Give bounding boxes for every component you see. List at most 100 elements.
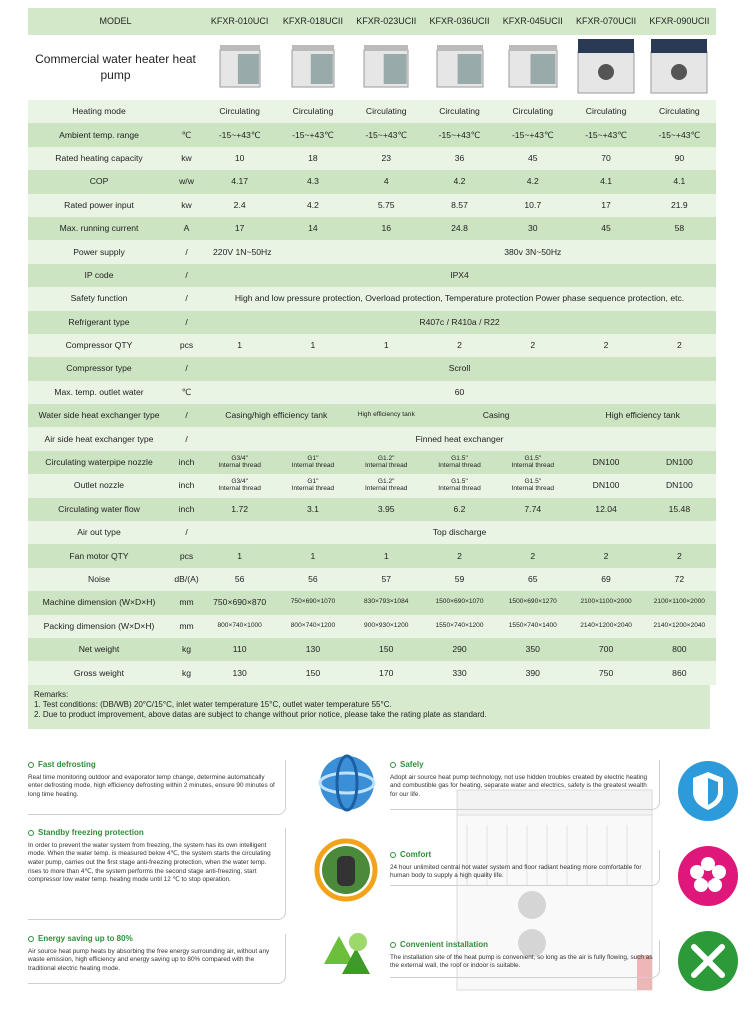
product-photo	[650, 39, 708, 94]
spec-cell: 2140×1200×2040	[569, 614, 643, 638]
spec-cell: -15~+43℃	[422, 123, 497, 147]
spec-cell: -15~+43℃	[642, 123, 716, 147]
row-label: Refrigerant type	[28, 310, 170, 334]
row-label: Packing dimension (W×D×H)	[28, 614, 170, 638]
spec-row: Machine dimension (W×D×H) mm 750×690×870 75…	[28, 591, 716, 615]
row-label: COP	[28, 170, 170, 194]
spec-row: Circulating water flow inch 1.72 3.1 3.95 6.2…	[28, 497, 716, 522]
spec-cell: 57	[349, 567, 423, 592]
spec-row: Water side heat exchanger type / Casing/hi…	[28, 404, 716, 428]
product-photo-cell	[422, 35, 497, 100]
spec-cell: 36	[422, 146, 497, 171]
spec-cell: 4.3	[276, 170, 350, 194]
remark: 1. Test conditions: (DB/WB) 20°C/15°C, i…	[34, 700, 392, 709]
spec-cell: Circulating	[349, 100, 423, 124]
spec-cell: 4.1	[642, 170, 716, 194]
spec-cell: G1" Internal thread	[276, 450, 350, 475]
row-unit: /	[170, 310, 204, 334]
row-unit: /	[170, 240, 204, 264]
row-unit: pcs	[170, 544, 204, 568]
feature-title: Fast defrosting	[28, 760, 279, 771]
spec-cell: 12.04	[569, 497, 643, 522]
spec-row: Gross weight kg 130 150 170 330 390 750 860	[28, 661, 716, 685]
row-unit	[170, 100, 204, 124]
product-photo-cell	[349, 35, 423, 100]
spec-cell: 1	[276, 544, 350, 568]
spec-cell: DN100	[642, 474, 716, 498]
model-name: KFXR-070UCII	[569, 8, 643, 35]
spec-row: Fan motor QTY pcs 1 1 1 2 2 2 2	[28, 544, 716, 568]
recycle-icon	[324, 933, 370, 974]
spec-cell: 17	[203, 216, 277, 241]
spec-cell: 21.9	[642, 193, 716, 217]
spec-cell: G1.5" Internal thread	[422, 450, 497, 475]
feature-text: In order to prevent the water system fro…	[28, 841, 271, 884]
model-name: KFXR-010UCI	[203, 8, 277, 35]
spec-cell: G1.5" Internal thread	[422, 474, 497, 498]
spec-row: Outlet nozzle inch G3/4" Internal thread G1…	[28, 474, 716, 498]
spec-cell: 10.7	[496, 193, 570, 217]
row-unit: /	[170, 404, 204, 428]
spec-cell: 5.75	[349, 193, 423, 217]
row-label: Outlet nozzle	[28, 474, 170, 498]
spec-cell: 2140×1200×2040	[642, 614, 716, 638]
row-unit: dB/(A)	[170, 567, 204, 592]
spec-cell: 58	[642, 216, 716, 241]
spec-cell: 170	[349, 661, 423, 685]
feature-text: Real time monitoring outdoor and evapora…	[28, 773, 275, 799]
feature: Standby freezing protection In order to p…	[28, 828, 286, 920]
spec-cell: G1.2" Internal thread	[349, 450, 423, 475]
spec-cell: 860	[642, 661, 716, 685]
spec-cell: 60	[203, 380, 716, 405]
spec-cell: Circulating	[276, 100, 350, 124]
spec-cell: Circulating	[569, 100, 643, 124]
spec-cell: 350	[496, 637, 570, 662]
product-photo	[436, 45, 483, 88]
row-label: Fan motor QTY	[28, 544, 170, 568]
spec-cell: 290	[422, 637, 497, 662]
row-label: Max. running current	[28, 216, 170, 241]
remarks: Remarks: 1. Test conditions: (DB/WB) 20°…	[28, 685, 710, 729]
product-photo	[219, 45, 261, 88]
row-label: Power supply	[28, 240, 170, 264]
spec-cell: Circulating	[496, 100, 570, 124]
spec-cell: 69	[569, 567, 643, 592]
row-label: Air side heat exchanger type	[28, 427, 170, 451]
spec-table: MODEL KFXR-010UCI KFXR-018UCII KFXR-023UCII…	[28, 8, 716, 685]
spec-cell: Circulating	[642, 100, 716, 124]
row-label: Safety function	[28, 287, 170, 311]
spec-cell: 2100×1100×2000	[569, 591, 643, 615]
spec-cell: 150	[276, 661, 350, 685]
spec-cell: 750×690×1070	[276, 591, 350, 615]
spec-cell: 23	[349, 146, 423, 171]
row-label: Net weight	[28, 637, 170, 662]
row-label: Compressor type	[28, 357, 170, 381]
spec-row: Air out type / Top discharge	[28, 521, 716, 545]
spec-cell: 2	[569, 544, 643, 568]
spec-cell: 900×930×1200	[349, 614, 423, 638]
spec-cell: 2	[422, 544, 497, 568]
spec-cell: IPX4	[203, 263, 716, 288]
spec-cell: 72	[642, 567, 716, 592]
spec-cell: 2	[496, 333, 570, 358]
spec-cell: 130	[276, 637, 350, 662]
spec-cell: 70	[569, 146, 643, 171]
product-photo-cell	[203, 35, 277, 100]
spec-row: Net weight kg 110 130 150 290 350 700 800	[28, 637, 716, 662]
spec-cell: 1550×740×1200	[422, 614, 497, 638]
spec-cell: 1	[203, 544, 277, 568]
product-photo-cell	[276, 35, 350, 100]
spec-cell: G3/4" Internal thread	[203, 450, 277, 475]
spec-row: Max. running current A 17 14 16 24.8 30 45 58	[28, 216, 716, 241]
spec-row: Rated heating capacity kw 10 18 23 36 45 70 90	[28, 146, 716, 171]
spec-cell: -15~+43℃	[203, 123, 277, 147]
spec-cell: -15~+43℃	[349, 123, 423, 147]
feature-title: Energy saving up to 80%	[28, 934, 279, 945]
spec-cell: 16	[349, 216, 423, 241]
product-photo-cell	[642, 35, 716, 100]
spec-cell: Casing/high efficiency tank	[203, 404, 350, 428]
feature: Convenient installation The installation …	[390, 940, 660, 978]
spec-cell: -15~+43℃	[569, 123, 643, 147]
spec-cell: 24.8	[422, 216, 497, 241]
spec-cell: 130	[203, 661, 277, 685]
